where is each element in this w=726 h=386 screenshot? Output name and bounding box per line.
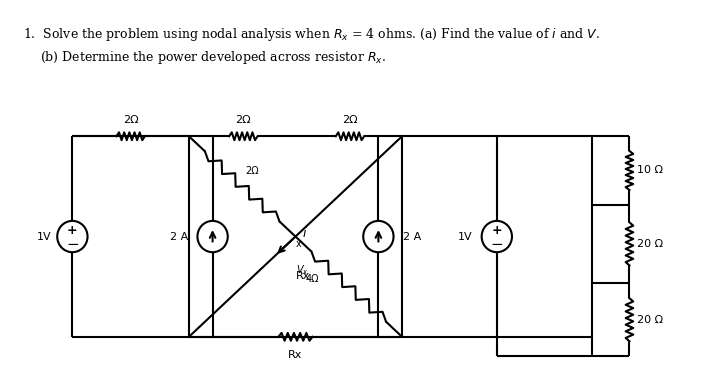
- Text: x: x: [295, 239, 301, 249]
- Text: 2Ω: 2Ω: [342, 115, 358, 125]
- Text: (b) Determine the power developed across resistor $R_x$.: (b) Determine the power developed across…: [40, 49, 386, 66]
- Text: 2 A: 2 A: [170, 232, 188, 242]
- Text: 1V: 1V: [457, 232, 472, 242]
- Text: $V_x$: $V_x$: [296, 263, 309, 277]
- Text: 2Ω: 2Ω: [245, 166, 258, 176]
- Text: 1.  Solve the problem using nodal analysis when $R_x$ = 4 ohms. (a) Find the val: 1. Solve the problem using nodal analysi…: [23, 26, 600, 43]
- Text: $i$: $i$: [302, 226, 307, 240]
- Text: −: −: [66, 237, 78, 252]
- Text: +: +: [492, 224, 502, 237]
- Text: 10 Ω: 10 Ω: [637, 166, 663, 176]
- Text: Rx: Rx: [296, 271, 310, 281]
- Text: 2Ω: 2Ω: [123, 115, 139, 125]
- Text: −: −: [491, 237, 503, 252]
- Text: 2Ω: 2Ω: [235, 115, 251, 125]
- Text: 2 A: 2 A: [403, 232, 421, 242]
- Text: +: +: [67, 224, 78, 237]
- Text: 4Ω: 4Ω: [305, 274, 319, 284]
- Text: 1V: 1V: [37, 232, 52, 242]
- Text: Rx: Rx: [288, 350, 303, 359]
- Text: 20 Ω: 20 Ω: [637, 315, 663, 325]
- Text: 20 Ω: 20 Ω: [637, 239, 663, 249]
